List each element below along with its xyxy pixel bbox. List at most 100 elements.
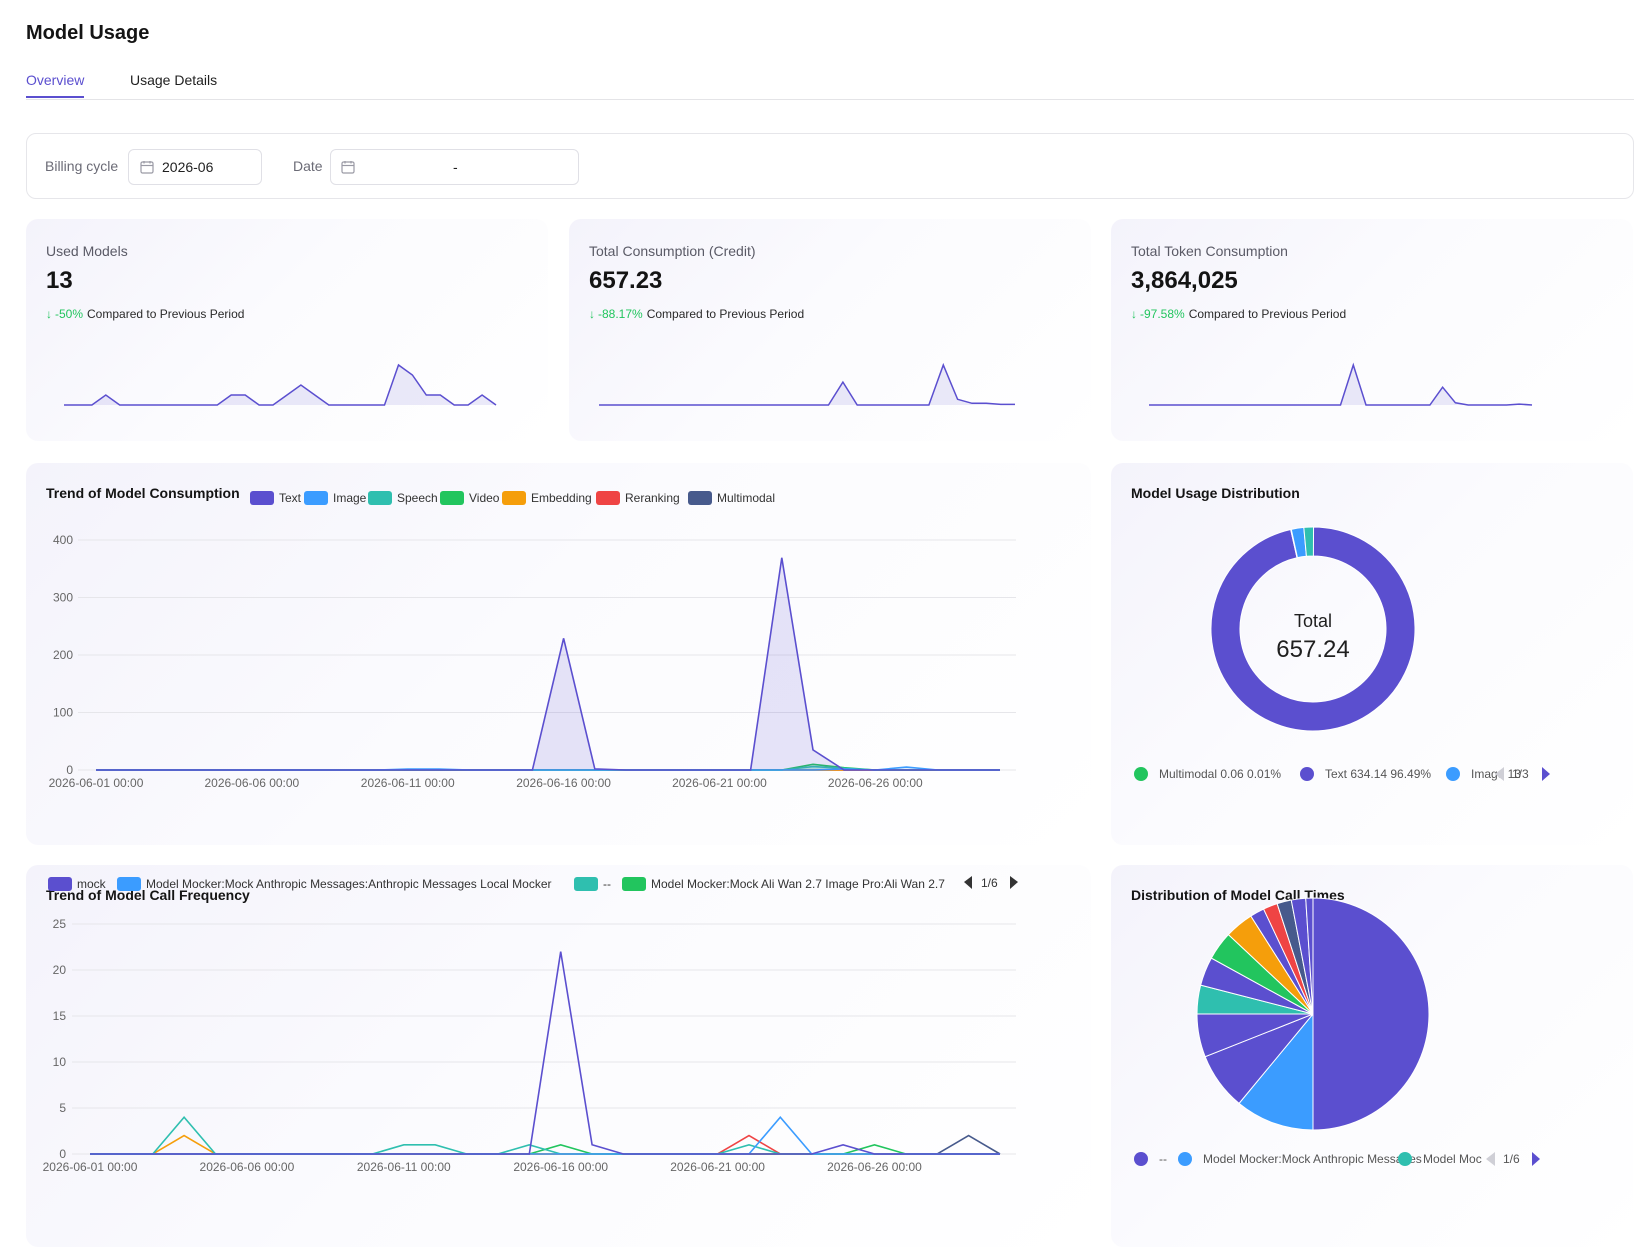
legend-swatch[interactable] [502, 491, 526, 505]
sparkline-area [64, 365, 496, 405]
legend-label[interactable]: Reranking [625, 491, 680, 505]
usage-distribution-panel: Model Usage Distribution Total 657.24 Mult… [1111, 463, 1633, 845]
legend-dot[interactable] [1134, 767, 1148, 781]
x-tick-label: 2026-06-06 00:00 [204, 776, 299, 790]
legend-swatch[interactable] [117, 877, 141, 891]
y-tick-label: 200 [53, 648, 73, 662]
legend-label[interactable]: Embedding [531, 491, 592, 505]
legend-swatch[interactable] [596, 491, 620, 505]
legend-label[interactable]: Video [469, 491, 500, 505]
y-tick-label: 0 [66, 763, 73, 777]
legend-dot[interactable] [1178, 1152, 1192, 1166]
kpi-change: ↓ -50% Compared to Previous Period [46, 307, 244, 321]
tab-usage-details[interactable]: Usage Details [130, 72, 218, 88]
series-area [96, 557, 1000, 770]
y-tick-label: 10 [53, 1055, 67, 1069]
legend-page-indicator: 1/6 [981, 876, 998, 890]
legend-swatch[interactable] [574, 877, 598, 891]
x-tick-label: 2026-06-16 00:00 [513, 1160, 608, 1174]
kpi-title: Used Models [46, 243, 128, 259]
calendar-icon [341, 161, 355, 174]
kpi-title: Total Consumption (Credit) [589, 243, 756, 259]
donut-slice[interactable] [1210, 526, 1416, 732]
date-range-picker[interactable]: - [330, 149, 579, 185]
legend-swatch[interactable] [368, 491, 392, 505]
legend-swatch[interactable] [250, 491, 274, 505]
kpi-change-pct: -97.58% [1140, 307, 1185, 321]
legend-swatch[interactable] [48, 877, 72, 891]
y-tick-label: 15 [53, 1009, 67, 1023]
prev-page-icon[interactable] [964, 876, 972, 889]
pie-slice[interactable] [1238, 1012, 1314, 1131]
x-tick-label: 2026-06-11 00:00 [357, 1160, 451, 1174]
kpi-card-used-models: Used Models 13 ↓ -50% Compared to Previous… [26, 219, 548, 441]
donut-slice[interactable] [1303, 526, 1315, 557]
sparkline-line [1149, 362, 1533, 406]
legend-label[interactable]: Model Mocker:Mock Ali Wan 2.7 Image Pro:… [651, 877, 945, 891]
legend-label[interactable]: Text [279, 491, 302, 505]
donut-center-value: 657.24 [1276, 636, 1349, 663]
legend-dot[interactable] [1300, 767, 1314, 781]
sparkline-line [599, 362, 1015, 406]
legend-page-indicator: 1/6 [1503, 1152, 1520, 1166]
sparkline [1149, 362, 1533, 406]
kpi-change-text: Compared to Previous Period [87, 307, 245, 321]
sparkline [599, 362, 1015, 406]
kpi-change-pct: -88.17% [598, 307, 643, 321]
legend-swatch[interactable] [622, 877, 646, 891]
prev-page-icon[interactable] [1486, 1152, 1495, 1166]
legend-label[interactable]: Image [333, 491, 367, 505]
billing-cycle-value: 2026-06 [162, 159, 214, 175]
call-times-pie: -- Model Mocker:Mock Anthropic Messages Mo… [1134, 897, 1540, 1166]
x-tick-label: 2026-06-01 00:00 [49, 776, 144, 790]
next-page-icon[interactable] [1532, 1152, 1540, 1166]
sparkline-line [64, 363, 497, 406]
legend-label[interactable]: mock [77, 877, 107, 891]
legend-swatch[interactable] [688, 491, 712, 505]
legend-page-indicator: 1/3 [1512, 767, 1529, 781]
billing-cycle-picker[interactable]: 2026-06 [128, 149, 262, 185]
prev-page-icon[interactable] [1495, 767, 1504, 781]
legend-dot[interactable] [1398, 1152, 1412, 1166]
tab-bar: Overview Usage Details [26, 70, 1634, 100]
date-label: Date [293, 158, 323, 174]
x-tick-label: 2026-06-06 00:00 [200, 1160, 295, 1174]
y-tick-label: 100 [53, 706, 73, 720]
legend-swatch[interactable] [440, 491, 464, 505]
consumption-trend-panel: Trend of Model Consumption Text Image Spee… [26, 463, 1091, 845]
kpi-change-text: Compared to Previous Period [1188, 307, 1347, 321]
legend-label[interactable]: Model Mocker:Mock Anthropic Messages [1203, 1152, 1422, 1166]
legend-label[interactable]: Speech [397, 491, 438, 505]
tab-overview[interactable]: Overview [26, 72, 85, 98]
page-title: Model Usage [26, 22, 150, 44]
sparkline-area [599, 365, 1015, 405]
kpi-title: Total Token Consumption [1131, 243, 1288, 259]
legend-label[interactable]: Model Mocker:Mock Anthropic Messages:Ant… [146, 877, 552, 891]
consumption-trend-chart: Text Image Speech Video Embedding Reranking Mu… [49, 491, 1016, 790]
legend-label[interactable]: -- [603, 877, 611, 891]
legend-label[interactable]: Multimodal [717, 491, 775, 505]
filter-bar: Billing cycle 2026-06 Date - [26, 133, 1634, 199]
legend-label[interactable]: -- [1159, 1152, 1167, 1166]
next-page-icon[interactable] [1010, 876, 1018, 889]
legend-dot[interactable] [1446, 767, 1460, 781]
next-page-icon[interactable] [1542, 767, 1550, 781]
legend-label[interactable]: Text 634.14 96.49% [1325, 767, 1431, 781]
pie-slice[interactable] [1305, 897, 1314, 1015]
panel-title: Trend of Model Call Frequency [46, 887, 250, 903]
pie-slice[interactable] [1312, 897, 1430, 1131]
x-tick-label: 2026-06-11 00:00 [361, 776, 455, 790]
x-tick-label: 2026-06-26 00:00 [827, 1160, 922, 1174]
y-tick-label: 5 [59, 1101, 66, 1115]
kpi-change-text: Compared to Previous Period [646, 307, 805, 321]
legend-swatch[interactable] [304, 491, 328, 505]
series-line [90, 951, 1000, 1155]
y-tick-label: 300 [53, 591, 73, 605]
sparkline [64, 363, 497, 406]
usage-distribution-donut: Total 657.24 Multimodal 0.06 0.01% Text 634… [1134, 526, 1550, 781]
panel-title: Distribution of Model Call Times [1131, 887, 1345, 903]
arrow-down-icon: ↓ [1131, 307, 1137, 321]
legend-label[interactable]: Multimodal 0.06 0.01% [1159, 767, 1281, 781]
legend-label[interactable]: Model Moc [1423, 1152, 1482, 1166]
legend-dot[interactable] [1134, 1152, 1148, 1166]
